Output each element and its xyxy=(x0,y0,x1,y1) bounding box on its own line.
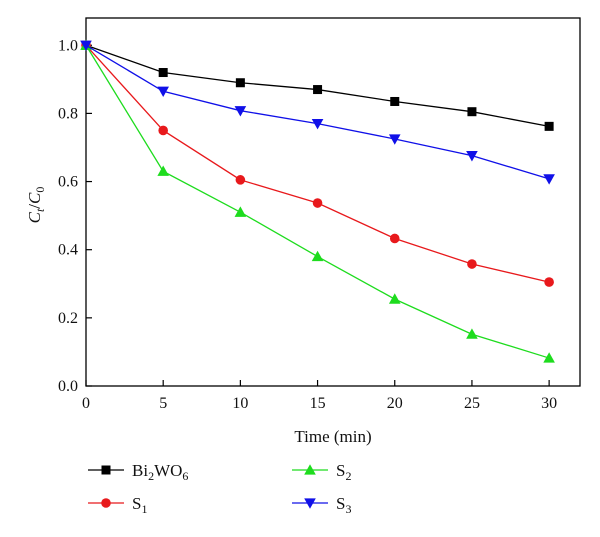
legend-label: Bi2WO6 xyxy=(132,461,188,483)
legend: Bi2WO6 S1 S2 S3 xyxy=(88,461,351,516)
series-S2 xyxy=(80,39,555,363)
data-point xyxy=(313,85,323,95)
x-tick-label: 25 xyxy=(464,395,480,412)
data-point xyxy=(466,151,478,162)
data-point xyxy=(158,125,168,136)
y-axis-title: Ct/C0 xyxy=(25,187,47,224)
x-axis-title: Time (min) xyxy=(294,427,371,446)
y-tick-label: 0.6 xyxy=(58,174,78,191)
legend-label: S1 xyxy=(132,494,147,516)
data-point xyxy=(543,352,555,363)
legend-marker xyxy=(304,464,316,475)
y-tick-label: 0.2 xyxy=(58,310,78,327)
data-point xyxy=(157,165,169,176)
series-Bi2WO6 xyxy=(81,40,554,131)
data-point xyxy=(544,277,554,287)
data-point xyxy=(544,121,554,131)
x-tick-label: 15 xyxy=(310,395,326,412)
series-layer xyxy=(80,39,555,363)
legend-marker xyxy=(101,465,111,475)
axis-ticks: 0 5 10 15 20 25 30 0.0 0.2 0.4 0.6 0.8 1.0 xyxy=(58,37,557,412)
data-point xyxy=(157,86,169,98)
legend-item: S1 xyxy=(88,494,147,516)
y-tick-label: 0.4 xyxy=(58,242,78,259)
data-point xyxy=(80,40,92,52)
legend-marker xyxy=(304,498,316,509)
data-point xyxy=(235,175,246,185)
y-tick-label: 1.0 xyxy=(58,37,78,54)
x-tick-label: 0 xyxy=(82,395,90,412)
data-point xyxy=(158,68,168,78)
data-point xyxy=(234,106,247,117)
y-tick-label: 0.8 xyxy=(58,105,78,122)
legend-item: S3 xyxy=(292,494,351,516)
plot-frame xyxy=(85,17,581,387)
series-S3 xyxy=(80,40,555,185)
x-tick-label: 10 xyxy=(232,395,248,412)
data-point xyxy=(235,78,245,88)
data-point xyxy=(312,198,323,208)
data-point xyxy=(467,107,477,117)
data-point xyxy=(311,119,324,130)
series-S1 xyxy=(81,40,554,287)
x-tick-label: 20 xyxy=(387,395,403,412)
data-point xyxy=(467,259,477,269)
data-point xyxy=(390,96,400,106)
y-tick-label: 0.0 xyxy=(58,378,78,395)
data-point xyxy=(543,174,555,185)
data-point xyxy=(389,233,400,244)
data-point xyxy=(466,328,478,339)
x-tick-label: 5 xyxy=(159,395,167,412)
data-point xyxy=(388,293,401,304)
series-line xyxy=(85,44,550,283)
data-point xyxy=(311,250,324,262)
legend-item: Bi2WO6 xyxy=(88,461,188,483)
x-tick-label: 30 xyxy=(541,395,557,412)
data-point xyxy=(388,134,401,145)
legend-marker xyxy=(101,498,111,508)
legend-label: S2 xyxy=(336,461,351,483)
data-point xyxy=(234,206,247,217)
legend-item: S2 xyxy=(292,461,351,483)
legend-label: S3 xyxy=(336,494,351,516)
